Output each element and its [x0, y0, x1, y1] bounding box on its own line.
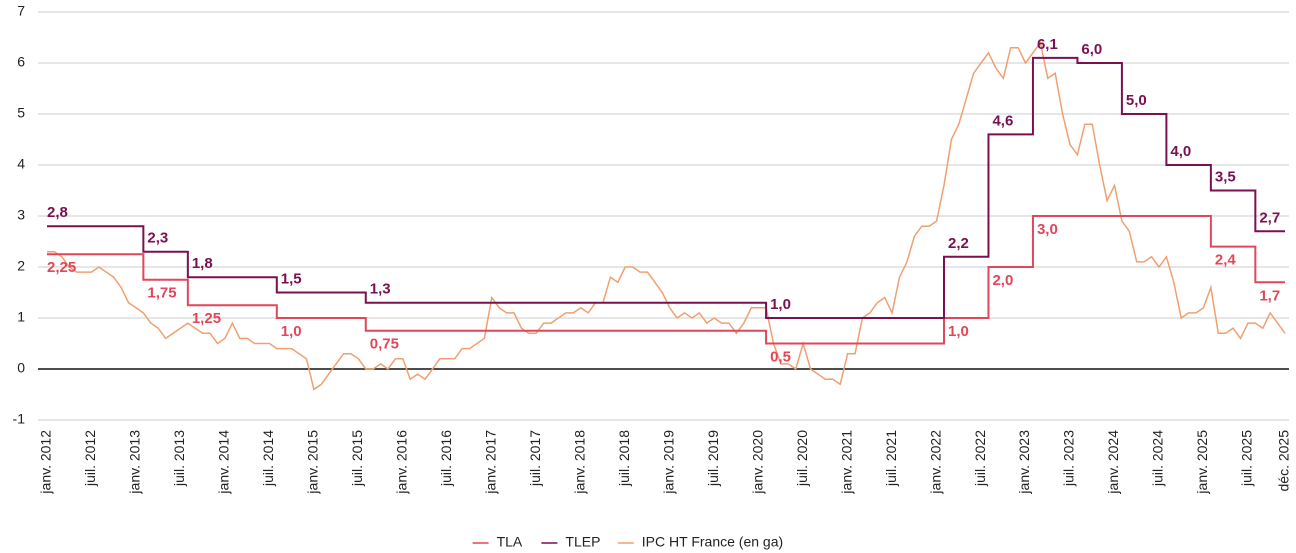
x-tick-label: janv. 2017 [482, 430, 498, 495]
x-tick-label: juil. 2013 [171, 430, 187, 487]
data-label: 2,3 [147, 230, 168, 247]
data-label: 2,2 [948, 235, 969, 252]
x-tick-label: juil. 2012 [82, 430, 98, 487]
y-tick-label: 5 [17, 105, 25, 121]
legend-label: TLA [497, 534, 523, 550]
x-tick-label: juil. 2025 [1239, 430, 1255, 487]
x-tick-label: juil. 2023 [1061, 430, 1077, 487]
data-label: 1,8 [192, 255, 213, 272]
x-tick-label: janv. 2020 [749, 430, 765, 495]
x-tick-label: janv. 2016 [394, 430, 410, 495]
x-tick-label: juil. 2019 [705, 430, 721, 487]
data-label: 6,1 [1037, 36, 1058, 53]
x-tick-label: juil. 2015 [349, 430, 365, 487]
x-tick-label: janv. 2014 [216, 430, 232, 495]
x-tick-label: janv. 2013 [127, 430, 143, 495]
data-label: 1,7 [1259, 287, 1280, 304]
legend-label: TLEP [565, 534, 600, 550]
data-label: 0,5 [770, 348, 791, 365]
y-tick-label: 1 [17, 309, 25, 325]
x-tick-label: janv. 2023 [1016, 430, 1032, 495]
x-tick-label: janv. 2024 [1105, 430, 1121, 495]
data-label: 1,5 [281, 270, 302, 287]
x-tick-label: janv. 2025 [1194, 430, 1210, 495]
series-line [47, 215, 1285, 345]
x-tick-label: juil. 2022 [972, 430, 988, 487]
x-tick-label: juil. 2017 [527, 430, 543, 487]
x-tick-label: janv. 2018 [571, 430, 587, 495]
data-label: 4,0 [1170, 143, 1191, 160]
x-tick-label: janv. 2019 [660, 430, 676, 495]
data-label: 2,8 [47, 204, 68, 221]
data-label: 5,0 [1126, 92, 1147, 109]
x-tick-label: juil. 2014 [260, 430, 276, 487]
data-label: 1,0 [770, 296, 791, 313]
data-label: 1,75 [147, 285, 176, 302]
x-tick-label: janv. 2015 [305, 430, 321, 495]
data-label: 4,6 [992, 112, 1013, 129]
data-label: 1,25 [192, 310, 221, 327]
x-tick-label: juil. 2024 [1150, 430, 1166, 487]
data-label: 3,5 [1215, 168, 1236, 185]
y-tick-label: -1 [13, 411, 26, 427]
data-label: 1,3 [370, 281, 391, 298]
x-tick-label: déc. 2025 [1276, 430, 1292, 492]
x-tick-label: juil. 2018 [616, 430, 632, 487]
y-tick-label: 2 [17, 258, 25, 274]
data-label: 2,0 [992, 272, 1013, 289]
x-tick-label: juil. 2016 [438, 430, 454, 487]
y-tick-label: 0 [17, 360, 25, 376]
data-label: 0,75 [370, 336, 399, 353]
x-tick-label: janv. 2021 [838, 430, 854, 495]
y-tick-label: 6 [17, 54, 25, 70]
y-tick-label: 7 [17, 3, 25, 19]
data-label: 6,0 [1081, 41, 1102, 58]
data-label: 2,25 [47, 259, 76, 276]
x-tick-label: juil. 2021 [883, 430, 899, 487]
data-label: 1,0 [948, 323, 969, 340]
x-tick-label: janv. 2022 [927, 430, 943, 495]
series-line [47, 40, 1286, 391]
x-tick-label: juil. 2020 [794, 430, 810, 487]
y-tick-label: 3 [17, 207, 25, 223]
x-tick-label: janv. 2012 [38, 430, 54, 495]
y-tick-label: 4 [17, 156, 25, 172]
data-label: 1,0 [281, 323, 302, 340]
data-label: 2,4 [1215, 252, 1237, 269]
series-line [47, 56, 1285, 319]
data-label: 2,7 [1259, 209, 1280, 226]
legend-label: IPC HT France (en ga) [642, 534, 783, 550]
data-label: 3,0 [1037, 221, 1058, 238]
